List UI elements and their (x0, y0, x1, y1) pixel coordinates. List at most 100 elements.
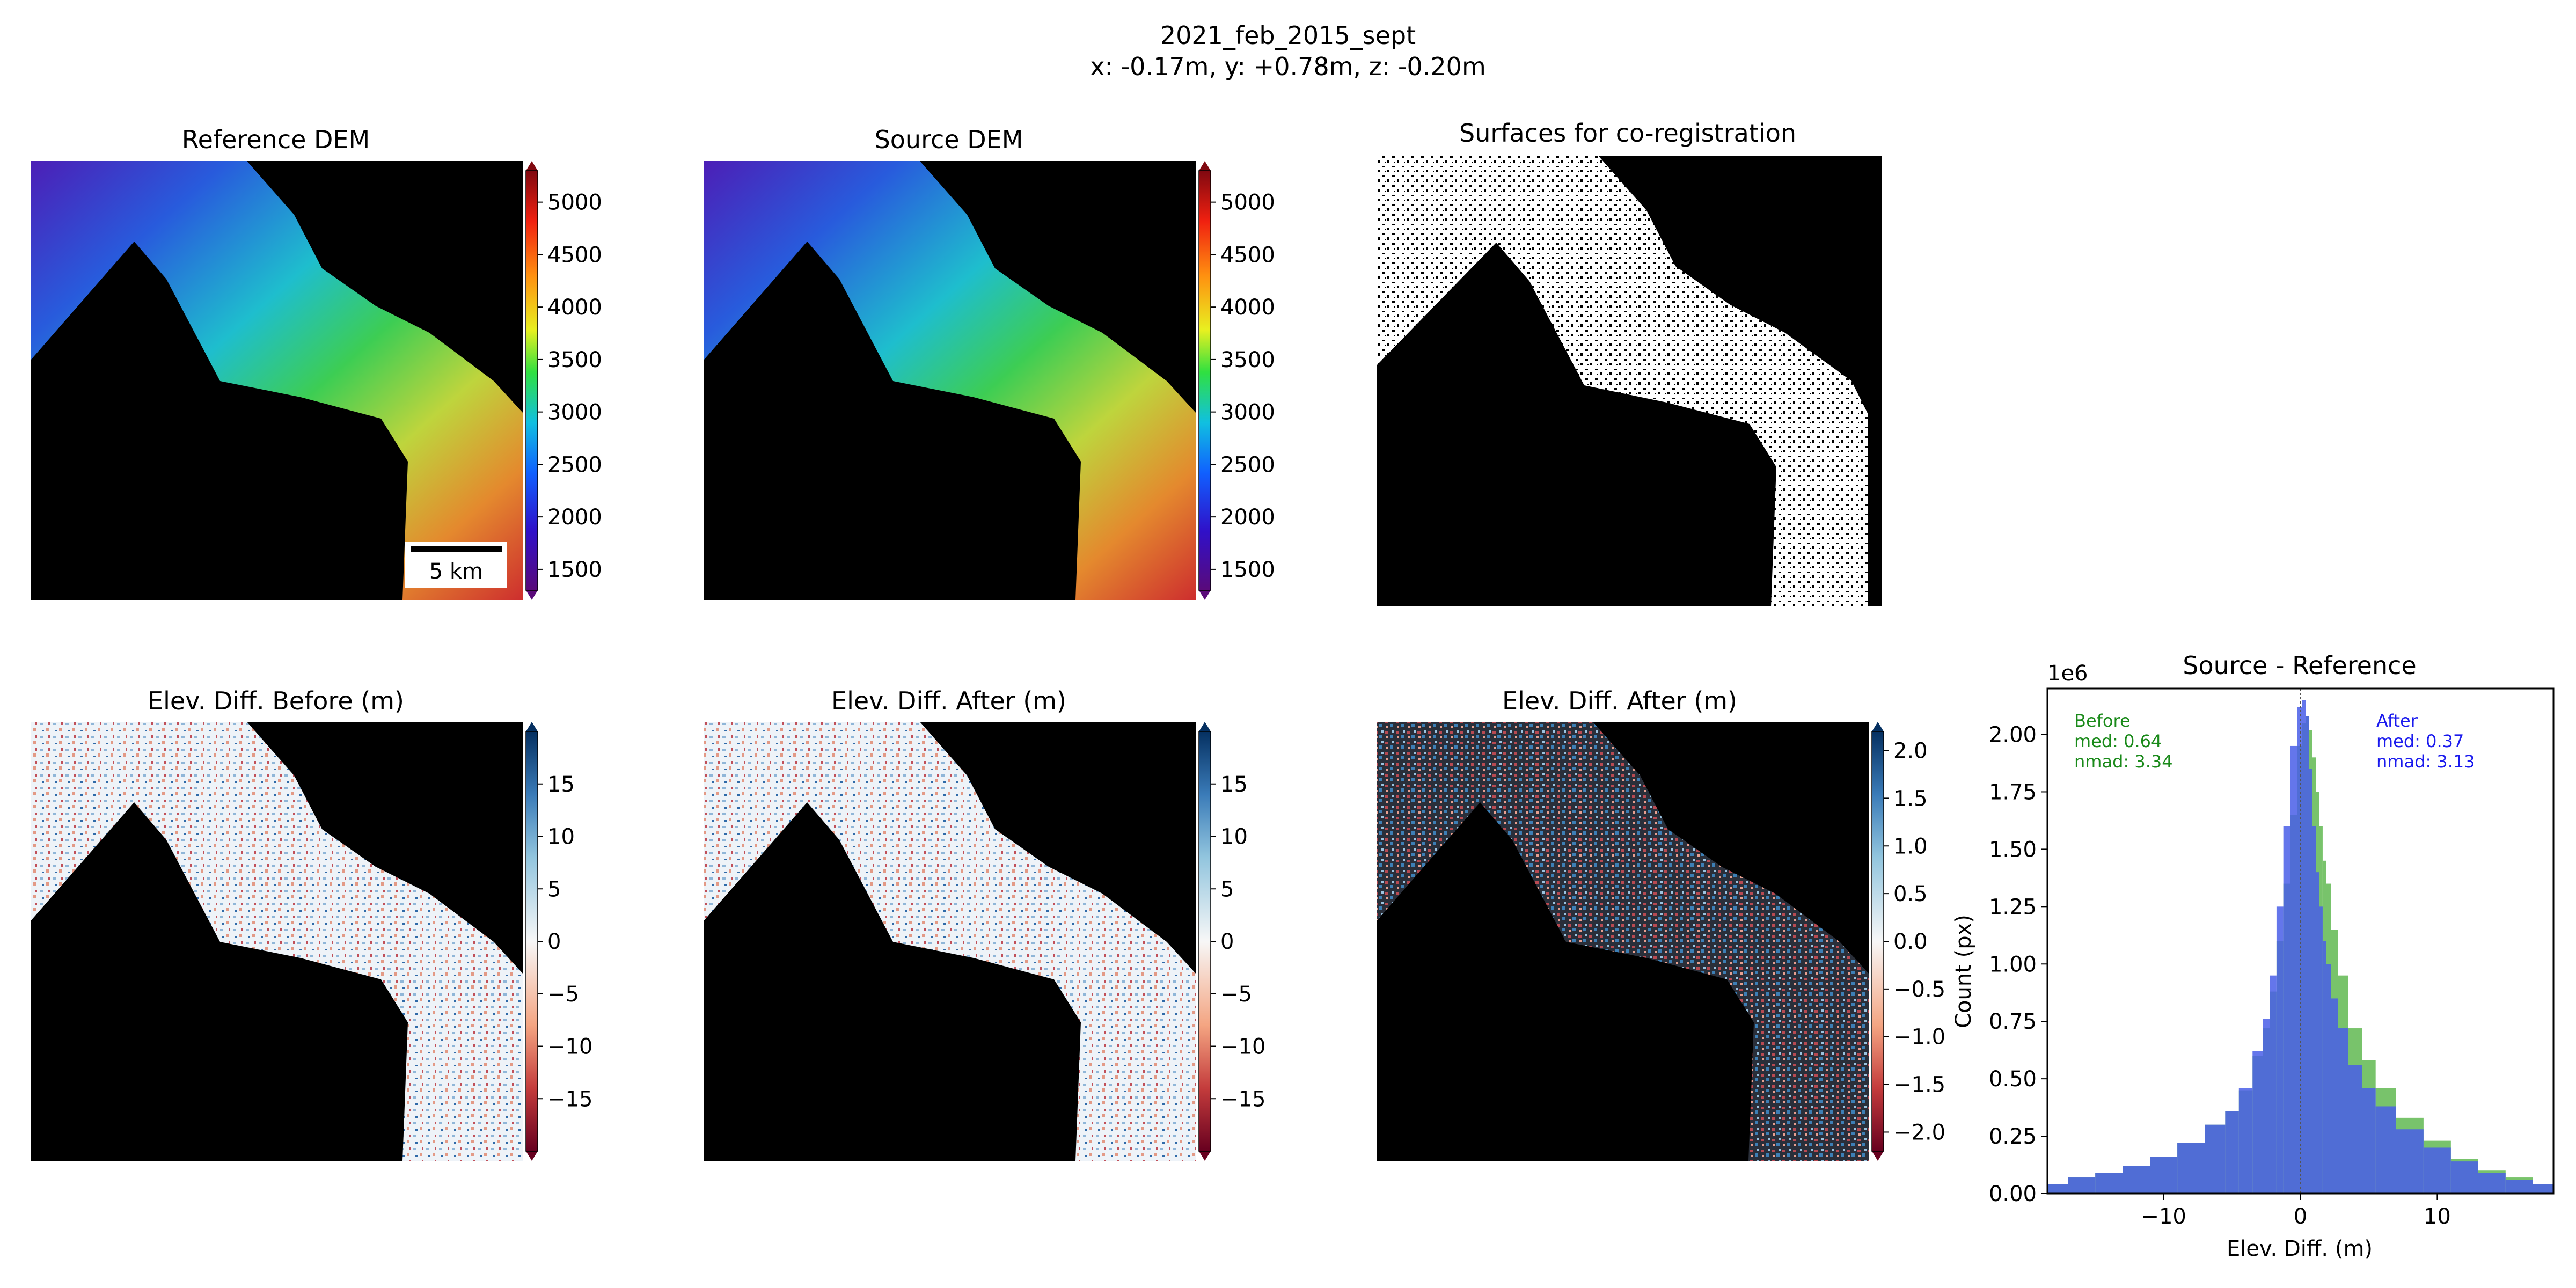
colorbar-extend-bottom (1199, 1151, 1211, 1161)
colorbar-tick-label: 2500 (547, 452, 602, 477)
colorbar-tick-label: 0 (547, 930, 561, 954)
histogram-bar (2276, 906, 2284, 1194)
colorbar-tick-label: −10 (547, 1035, 592, 1059)
panel-diff-before: Elev. Diff. Before (m) (31, 686, 523, 1161)
colorbar-tick-label: 2000 (547, 505, 602, 530)
colorbar-tick-label: 4500 (1220, 243, 1275, 267)
histogram-bar (2505, 1180, 2533, 1194)
colorbar-extend-top (1872, 722, 1884, 731)
annotation-before-line: nmad: 3.34 (2074, 751, 2173, 772)
histogram-bar (2095, 1173, 2123, 1194)
colorbar-gradient (1871, 731, 1884, 1152)
colorbar-tick-label: 1.5 (1893, 786, 1928, 811)
y-tick-label: 1.75 (1989, 780, 2037, 804)
histogram-bar (2396, 1129, 2424, 1194)
colorbar-tick-label: −0.5 (1893, 977, 1945, 1002)
annotation-after-line: After (2376, 711, 2418, 731)
colorbar-tick-label: 5000 (1220, 191, 1275, 215)
x-tick-label: −10 (2141, 1204, 2186, 1229)
histogram-bar (2423, 1147, 2451, 1194)
panel-title: Source DEM (875, 125, 1023, 154)
histogram-bar (2068, 1177, 2096, 1194)
colorbar-tick-label: 4000 (1220, 295, 1275, 320)
panel-title: Reference DEM (182, 125, 370, 154)
colorbar-extend-top (526, 161, 538, 171)
y-tick-label: 1.50 (1989, 837, 2037, 862)
panel-diff-after-zoom: Elev. Diff. After (m) (1377, 686, 1869, 1161)
panel-reference-dem: Reference DEM 5 km (31, 125, 523, 600)
colorbar-tick-label: 15 (1220, 772, 1248, 797)
colorbar-tick-label: 0.5 (1893, 882, 1928, 906)
histogram-bar (2322, 941, 2326, 1194)
histogram-bar (2319, 906, 2323, 1194)
colorbar-gradient (525, 731, 538, 1152)
histogram-bar (2331, 998, 2338, 1194)
diff-terrain (704, 722, 1196, 1161)
histogram-axes: −10 0 10 0.00 0.25 0.50 0.75 1.00 1.25 1.50 1.75 2.… (1989, 723, 2451, 1229)
colorbar-elevation-2: 1500 2000 2500 3000 3500 4000 4500 5000 (1198, 161, 1275, 600)
histogram-bar (2302, 700, 2306, 1194)
y-tick-label: 0.50 (1989, 1067, 2037, 1092)
histogram-bar (2316, 872, 2319, 1194)
colorbar-extend-top (1199, 161, 1211, 171)
annotation-before-line: Before (2074, 711, 2131, 731)
histogram-bar (2309, 769, 2312, 1194)
histogram-bar (2150, 1157, 2178, 1194)
dem-terrain (704, 161, 1196, 600)
panel-diff-after: Elev. Diff. After (m) (704, 686, 1196, 1161)
histogram-bar (2478, 1173, 2506, 1194)
histogram-bars (2047, 700, 2553, 1194)
scalebar-line (411, 546, 502, 552)
panel-surfaces: Surfaces for co-registration (1377, 119, 1882, 606)
x-tick-label: 0 (2294, 1204, 2307, 1229)
colorbar-elevation-1: 1500 2000 2500 3000 3500 4000 4500 5000 (525, 161, 602, 600)
colorbar-diff-1: −15 −10 −5 0 5 10 15 (525, 722, 592, 1161)
colorbar-tick-label: −15 (547, 1087, 592, 1111)
y-tick-label: 0.25 (1989, 1124, 2037, 1149)
y-tick-label: 2.00 (1989, 723, 2037, 748)
colorbar-tick-label: −1.0 (1893, 1025, 1945, 1050)
histogram-bar (2205, 1124, 2226, 1194)
colorbar-tick-label: 0.0 (1893, 930, 1928, 954)
colorbar-tick-label: 3000 (547, 400, 602, 425)
diff-terrain (1377, 722, 1869, 1161)
annotation-after-line: med: 0.37 (2376, 731, 2464, 751)
colorbar-tick-label: 3000 (1220, 400, 1275, 425)
colorbar-gradient (1198, 170, 1211, 591)
histogram-bar (2238, 1088, 2253, 1194)
colorbar-extend-top (526, 722, 538, 731)
y-axis-label: Count (px) (1951, 914, 1976, 1028)
colorbar-tick-label: 10 (1220, 825, 1248, 850)
annotation-after-line: nmad: 3.13 (2376, 751, 2475, 772)
colorbar-extend-bottom (526, 1151, 538, 1161)
histogram-panel: Source - Reference 1e6 −10 0 10 0.00 0.25 0.5… (1951, 651, 2555, 1261)
colorbar-extend-bottom (1199, 590, 1211, 600)
stable-terrain-mask (1377, 156, 1868, 606)
y-scale-label: 1e6 (2047, 661, 2088, 686)
colorbar-tick-label: 1.0 (1893, 834, 1928, 859)
colorbar-gradient (525, 170, 538, 591)
colorbar-tick-label: 5 (1220, 877, 1234, 902)
colorbar-tick-label: 1500 (547, 558, 602, 582)
colorbar-tick-label: −15 (1220, 1087, 1265, 1111)
x-axis-label: Elev. Diff. (m) (2227, 1236, 2373, 1261)
figure-title: 2021_feb_2015_sept (1160, 21, 1416, 50)
colorbar-diff-zoom: −2.0 −1.5 −1.0 −0.5 0.0 0.5 1.0 1.5 2.0 (1871, 722, 1945, 1161)
histogram-bar (2270, 975, 2277, 1194)
colorbar-gradient (1198, 731, 1211, 1152)
histogram-bar (2450, 1161, 2478, 1194)
y-tick-label: 0.75 (1989, 1009, 2037, 1034)
histogram-bar (2283, 826, 2290, 1194)
histogram-bar (2047, 1184, 2068, 1194)
y-tick-label: 0.00 (1989, 1182, 2037, 1206)
colorbar-diff-2: −15 −10 −5 0 5 10 15 (1198, 722, 1265, 1161)
colorbar-tick-label: 2500 (1220, 452, 1275, 477)
panel-title: Elev. Diff. After (m) (831, 686, 1066, 715)
colorbar-tick-label: 4500 (547, 243, 602, 267)
colorbar-tick-label: 5000 (547, 191, 602, 215)
colorbar-tick-label: −2.0 (1893, 1120, 1945, 1145)
colorbar-tick-label: −1.5 (1893, 1073, 1945, 1097)
histogram-bar (2297, 707, 2302, 1194)
series-after (2047, 700, 2553, 1194)
